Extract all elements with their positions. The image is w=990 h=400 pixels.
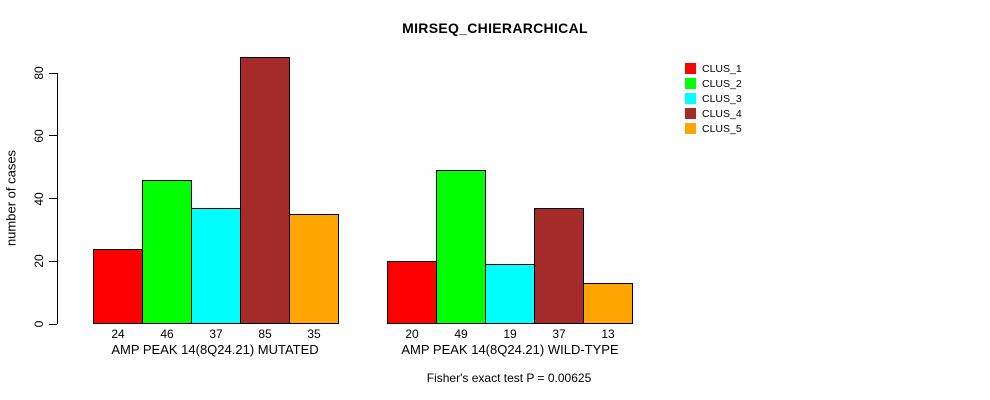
legend-item-clus_2: CLUS_2 xyxy=(685,76,742,91)
legend-swatch xyxy=(685,63,696,74)
y-axis-label: number of cases xyxy=(3,149,19,247)
legend-label: CLUS_1 xyxy=(702,62,742,75)
chart-title: MIRSEQ_CHIERARCHICAL xyxy=(402,20,588,36)
group-label-mutated: AMP PEAK 14(8Q24.21) MUTATED xyxy=(111,342,319,357)
bar-clus_5 xyxy=(583,283,633,324)
legend-swatch xyxy=(685,78,696,89)
legend-swatch xyxy=(685,93,696,104)
legend-item-clus_1: CLUS_1 xyxy=(685,61,742,76)
bar-clus_3 xyxy=(485,264,535,324)
bar-value-label: 19 xyxy=(503,327,517,341)
legend-swatch xyxy=(685,108,696,119)
bar-clus_5 xyxy=(289,214,339,324)
bar-value-label: 24 xyxy=(111,327,125,341)
bar-value-label: 37 xyxy=(209,327,223,341)
bar-value-label: 35 xyxy=(307,327,321,341)
legend-label: CLUS_4 xyxy=(702,107,742,120)
group-label-wild-type: AMP PEAK 14(8Q24.21) WILD-TYPE xyxy=(401,342,619,357)
y-tick-mark xyxy=(49,198,57,199)
bar-clus_3 xyxy=(191,208,241,324)
y-tick-label: 0 xyxy=(32,320,46,328)
y-tick-label: 60 xyxy=(32,129,46,143)
y-tick-label: 80 xyxy=(32,66,46,80)
bar-value-label: 46 xyxy=(160,327,174,341)
legend: CLUS_1 CLUS_2 CLUS_3 CLUS_4 CLUS_5 xyxy=(685,61,742,136)
legend-label: CLUS_5 xyxy=(702,122,742,135)
bar-value-label: 13 xyxy=(601,327,615,341)
y-axis-line xyxy=(57,73,58,324)
bar-value-label: 37 xyxy=(552,327,566,341)
bar-clus_1 xyxy=(93,249,143,324)
bar-value-label: 85 xyxy=(258,327,272,341)
legend-swatch xyxy=(685,123,696,134)
bar-clus_1 xyxy=(387,261,437,324)
y-tick-mark xyxy=(49,260,57,262)
y-tick-mark xyxy=(49,135,57,137)
legend-label: CLUS_3 xyxy=(702,92,742,105)
y-tick-label: 40 xyxy=(32,191,46,206)
y-tick-label: 20 xyxy=(32,254,46,268)
bar-clus_2 xyxy=(436,170,486,324)
legend-label: CLUS_2 xyxy=(702,77,742,90)
legend-item-clus_4: CLUS_4 xyxy=(685,106,742,121)
fisher-test-note: Fisher's exact test P = 0.00625 xyxy=(426,371,592,385)
bar-clus_2 xyxy=(142,180,192,324)
y-tick-mark xyxy=(49,323,57,325)
legend-item-clus_3: CLUS_3 xyxy=(685,91,742,106)
legend-item-clus_5: CLUS_5 xyxy=(685,121,742,136)
bar-clus_4 xyxy=(534,208,584,324)
y-tick-mark xyxy=(49,72,57,74)
bar-clus_4 xyxy=(240,57,290,324)
bar-value-label: 49 xyxy=(454,327,468,341)
bar-value-label: 20 xyxy=(405,327,419,341)
